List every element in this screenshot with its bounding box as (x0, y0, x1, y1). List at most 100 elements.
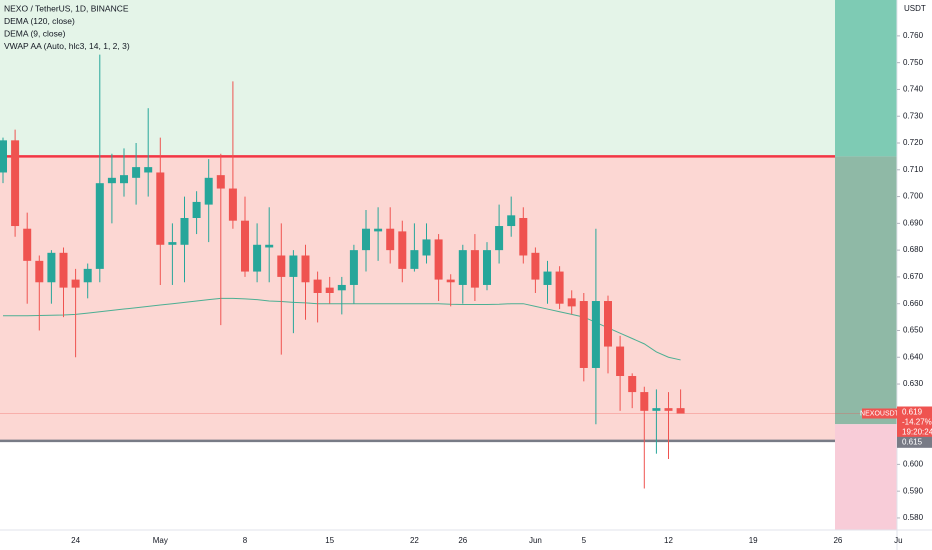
time-axis (0, 530, 932, 550)
candle-body (180, 217, 189, 245)
profit-zone (0, 0, 835, 157)
x-tick-label: 5 (582, 536, 587, 545)
candle-body (325, 287, 334, 293)
candle-body (591, 301, 600, 368)
x-tick-label: Ju (894, 536, 902, 545)
x-tick-label: 24 (71, 536, 80, 545)
stop-box (835, 424, 897, 530)
candle-body (543, 271, 552, 285)
candle-body (676, 408, 685, 414)
candle-body (434, 239, 443, 280)
candle-body (374, 228, 383, 232)
candle-body (555, 271, 564, 304)
legend-entry: VWAP AA (Auto, hlc3, 14, 1, 2, 3) (4, 41, 130, 51)
candle-body (204, 177, 213, 205)
y-tick-label: 0.630 (903, 379, 924, 388)
candle-body (71, 279, 80, 288)
y-tick-label: 0.580 (903, 513, 924, 522)
countdown-label: 19:20:24 (902, 428, 932, 437)
x-tick-label: 15 (325, 536, 334, 545)
y-tick-label: 0.690 (903, 218, 924, 227)
y-tick-label: 0.730 (903, 111, 924, 120)
candle-body (507, 215, 516, 227)
candle-body (241, 220, 249, 272)
candle-body (652, 408, 661, 411)
x-tick-label: 12 (664, 536, 673, 545)
y-tick-label: 0.720 (903, 138, 924, 147)
candle-body (192, 201, 201, 218)
y-tick-label: 0.680 (903, 245, 924, 254)
candle-body (531, 252, 540, 280)
y-tick-label: 0.740 (903, 85, 924, 94)
loss-zone (0, 156, 835, 441)
candle-body (446, 279, 455, 283)
candle-body (95, 183, 104, 269)
candle-body (483, 250, 491, 285)
x-tick-label: Jun (529, 536, 542, 545)
candle-body (337, 284, 346, 291)
last-price-label: 0.619 (902, 408, 923, 417)
candle-body (253, 244, 262, 272)
entry-price-box (897, 436, 932, 448)
y-tick-label: 0.710 (903, 165, 924, 174)
candle-body (23, 228, 32, 261)
legend-entry: DEMA (120, close) (4, 16, 75, 26)
legend-entry: NEXO / TetherUS, 1D, BINANCE (4, 3, 129, 13)
candle-body (168, 242, 177, 245)
x-tick-label: 19 (749, 536, 758, 545)
candle-body (156, 172, 165, 245)
candle-body (362, 228, 370, 251)
candle-body (289, 255, 298, 277)
candle-body (216, 175, 225, 189)
candle-body (132, 167, 141, 178)
x-tick-label: 22 (410, 536, 419, 545)
y-tick-label: 0.700 (903, 192, 924, 201)
candle-body (120, 175, 128, 184)
entry-price-label: 0.615 (902, 437, 923, 446)
candle-body (579, 301, 588, 368)
change-label: -14.27% (902, 418, 932, 427)
y-tick-label: 0.760 (903, 31, 924, 40)
candle-body (664, 408, 673, 411)
symbol-label: NEXOUSDT (860, 410, 900, 417)
candle-body (458, 250, 467, 285)
candle-body (313, 279, 322, 293)
y-tick-label: 0.600 (903, 459, 924, 468)
candle-body (386, 228, 395, 251)
x-tick-label: 8 (243, 536, 248, 545)
candle-body (519, 217, 528, 256)
y-tick-label: 0.750 (903, 58, 924, 67)
candle-body (228, 188, 237, 221)
price-axis (897, 0, 932, 550)
candle-body (11, 140, 20, 227)
candle-body (470, 250, 479, 288)
y-tick-label: 0.590 (903, 486, 924, 495)
x-tick-label: May (153, 536, 168, 545)
candle-body (422, 239, 431, 256)
y-tick-label: 0.660 (903, 299, 924, 308)
candle-body (0, 140, 7, 173)
candle-body (628, 376, 637, 393)
candle-body (277, 255, 286, 277)
candle-body (398, 231, 407, 269)
candle-body (410, 250, 419, 269)
entry-box (835, 156, 897, 425)
x-tick-label: 26 (833, 536, 842, 545)
legend-entry: DEMA (9, close) (4, 28, 66, 38)
candle-body (604, 301, 612, 347)
y-tick-label: 0.650 (903, 326, 924, 335)
candle-body (83, 268, 92, 283)
x-tick-label: 26 (458, 536, 467, 545)
candle-body (301, 255, 310, 283)
symbol-box (862, 408, 897, 419)
candle-body (47, 252, 56, 283)
candle-body (616, 346, 625, 377)
candle-body (107, 177, 116, 184)
target-box (835, 0, 897, 157)
last-price-box (897, 406, 932, 439)
y-tick-label: 0.640 (903, 352, 924, 361)
candle-body (640, 392, 649, 411)
candle-body (265, 244, 274, 248)
currency-label: USDT (904, 4, 926, 13)
